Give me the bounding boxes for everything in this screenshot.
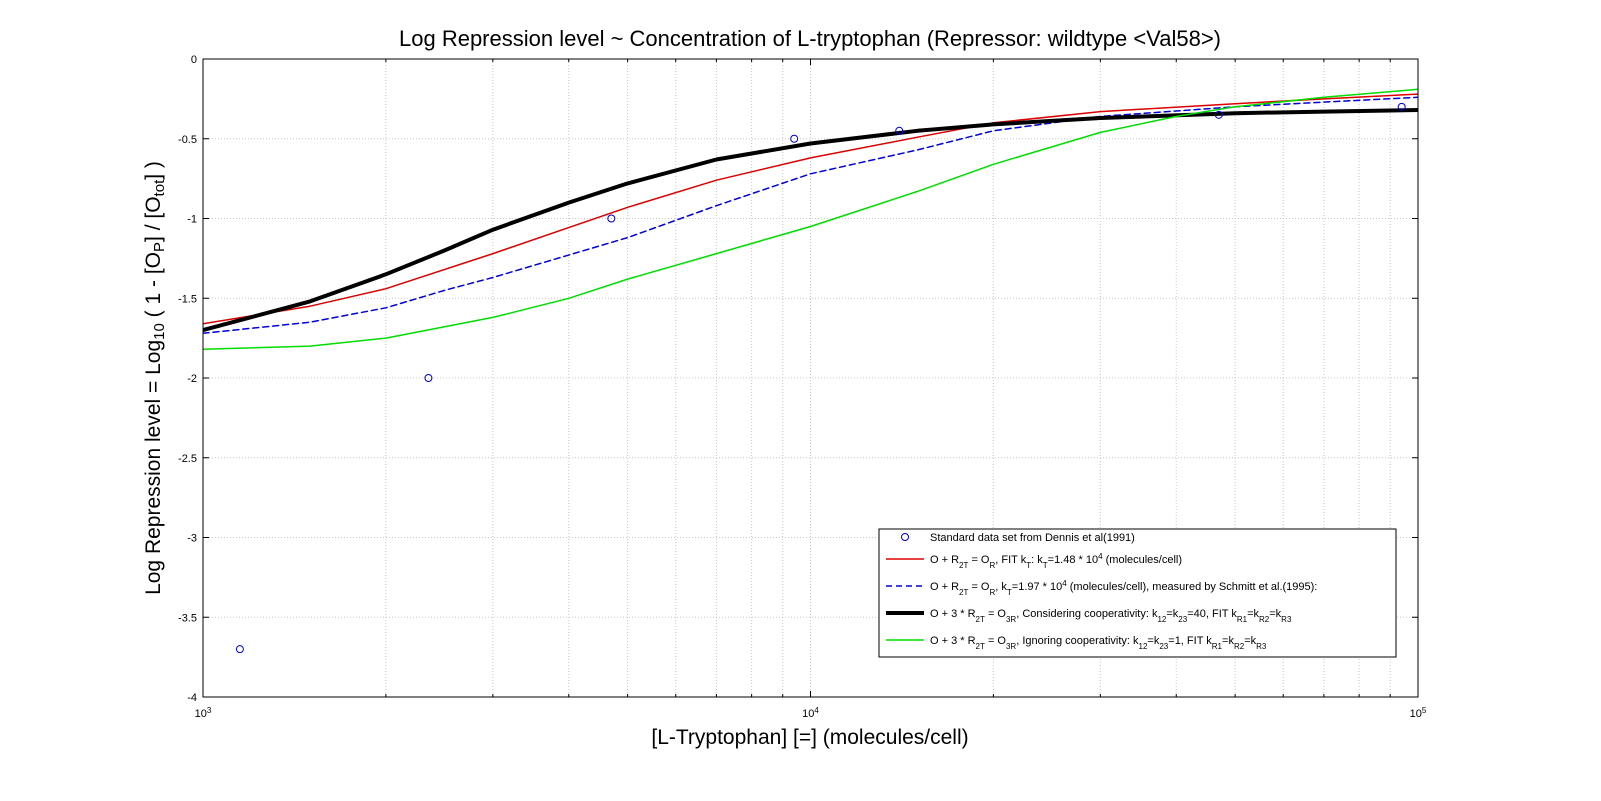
y-axis-label-mid1: ( 1 - [O <box>142 252 165 323</box>
legend-subscript: 23 <box>1159 642 1168 651</box>
legend-entry-1: Standard data set from Dennis et al(1991… <box>930 532 1135 544</box>
legend-text-part: , k <box>995 581 1007 593</box>
scatter-point <box>424 374 433 382</box>
legend-subscript: 2T <box>976 642 985 651</box>
legend-subscript: R3 <box>1281 615 1292 624</box>
legend-text-part: : k <box>1031 554 1043 566</box>
legend-subscript: R2 <box>1259 615 1270 624</box>
series-line-4 <box>203 88 1418 351</box>
scatter-point <box>607 214 616 223</box>
x-tick-label: 105 <box>1410 706 1427 721</box>
legend-text-part: O + 3 * R <box>930 635 976 647</box>
y-axis-label-prefix: Log Repression level = Log <box>142 340 165 595</box>
legend-text-part: O + 3 * R <box>930 608 976 620</box>
x-tick-label: 104 <box>802 706 819 721</box>
legend-subscript: 2T <box>959 561 968 570</box>
x-tick-label-base: 10 <box>195 708 207 720</box>
y-axis-label-sub2: tot <box>151 179 168 197</box>
legend-text-part: =k <box>1269 608 1281 620</box>
legend-marker-icon <box>901 533 909 541</box>
y-tick-label: -3.5 <box>178 612 197 624</box>
legend-text-part: =k <box>1247 608 1259 620</box>
legend-text-part: = O <box>968 581 990 593</box>
legend-subscript: T <box>1026 561 1031 570</box>
legend-subscript: 12 <box>1139 642 1148 651</box>
legend-text-part: =k <box>1222 635 1234 647</box>
legend-text-part: =40, FIT k <box>1187 608 1237 620</box>
x-tick-label-exponent: 4 <box>814 706 819 715</box>
legend-subscript: R2 <box>1234 642 1245 651</box>
legend-text-part: (molecules/cell), measured by Schmitt et… <box>1067 581 1318 593</box>
legend-text-part: Standard data set from Dennis et al(1991… <box>930 532 1135 544</box>
legend-text-part: O + R <box>930 554 959 566</box>
legend-entry-2: O + R2T = OR, FIT kT: kT=1.48 * 104 (mol… <box>930 552 1182 570</box>
legend-superscript: 4 <box>1098 552 1103 561</box>
legend-text-part: , Ignoring cooperativity: k <box>1016 635 1139 647</box>
legend-subscript: T <box>1043 561 1048 570</box>
x-axis-label: [L-Tryptophan] [=] (molecules/cell) <box>651 726 968 749</box>
legend-entry-3: O + R2T = OR, kT=1.97 * 104 (molecules/c… <box>930 579 1317 597</box>
legend-text-part: = O <box>968 554 990 566</box>
legend-entry-4: O + 3 * R2T = O3R, Considering cooperati… <box>930 608 1292 624</box>
legend-subscript: 2T <box>976 615 985 624</box>
legend-box <box>878 528 1397 658</box>
x-tick-label-base: 10 <box>1410 708 1422 720</box>
y-tick-label: -4 <box>187 692 197 704</box>
legend-text-part: , FIT k <box>995 554 1026 566</box>
legend-subscript: R1 <box>1237 615 1248 624</box>
y-tick-label: -1.5 <box>178 293 197 305</box>
legend-subscript: R <box>989 588 995 597</box>
axes-box <box>202 58 1419 698</box>
legend-text-part: =1.97 * 10 <box>1012 581 1062 593</box>
series-line-2 <box>203 96 1418 335</box>
legend-text-part: O + R <box>930 581 959 593</box>
legend-text-part: , Considering cooperativity: k <box>1016 608 1158 620</box>
legend-subscript: T <box>1007 588 1012 597</box>
series-layer <box>203 88 1418 351</box>
scatter-point <box>1214 110 1223 119</box>
y-tick-label: 0 <box>191 54 197 66</box>
legend-entry-5: O + 3 * R2T = O3R, Ignoring cooperativit… <box>930 635 1267 651</box>
y-axis-label-mid2: ] / [O <box>142 196 165 242</box>
scatter-point <box>790 134 799 143</box>
y-axis-label-base: 10 <box>151 323 168 340</box>
legend-text-part: =1.48 * 10 <box>1048 554 1098 566</box>
y-axis-label-suffix: ] ) <box>142 161 165 180</box>
y-tick-label: -0.5 <box>178 134 197 146</box>
scatter-point <box>1397 102 1406 111</box>
scatter-point <box>235 645 244 654</box>
legend-subscript: 23 <box>1178 615 1187 624</box>
y-tick-label: -1 <box>187 214 197 226</box>
chart-title: Log Repression level ~ Concentration of … <box>399 26 1221 51</box>
legend-text-part: (molecules/cell) <box>1103 554 1182 566</box>
legend-text-part: = O <box>985 608 1007 620</box>
x-tick-label: 103 <box>195 706 212 721</box>
y-axis-label: Log Repression level = Log10 ( 1 - [OP] … <box>142 161 168 595</box>
legend-text-part: = O <box>985 635 1007 647</box>
y-tick-label: -3 <box>187 533 197 545</box>
x-tick-label-exponent: 3 <box>207 706 212 715</box>
legend-subscript: 2T <box>959 588 968 597</box>
y-tick-label: -2.5 <box>178 453 197 465</box>
legend-text-part: =k <box>1147 635 1159 647</box>
legend-text-part: =1, FIT k <box>1168 635 1212 647</box>
legend-subscript: R <box>989 561 995 570</box>
y-tick-label: -2 <box>187 373 197 385</box>
legend-text-part: =k <box>1166 608 1178 620</box>
legend-subscript: R3 <box>1256 642 1267 651</box>
legend-subscript: 3R <box>1006 642 1016 651</box>
x-tick-label-exponent: 5 <box>1422 706 1427 715</box>
legend-subscript: 3R <box>1006 615 1016 624</box>
legend-subscript: 12 <box>1157 615 1166 624</box>
legend-superscript: 4 <box>1062 579 1067 588</box>
scatter-point <box>895 126 904 135</box>
x-tick-label-base: 10 <box>802 708 814 720</box>
legend-text-part: =k <box>1244 635 1256 647</box>
legend: Standard data set from Dennis et al(1991… <box>878 528 1397 658</box>
y-axis-label-sub1: P <box>151 242 168 252</box>
series-line-1 <box>203 93 1418 325</box>
legend-subscript: R1 <box>1212 642 1223 651</box>
